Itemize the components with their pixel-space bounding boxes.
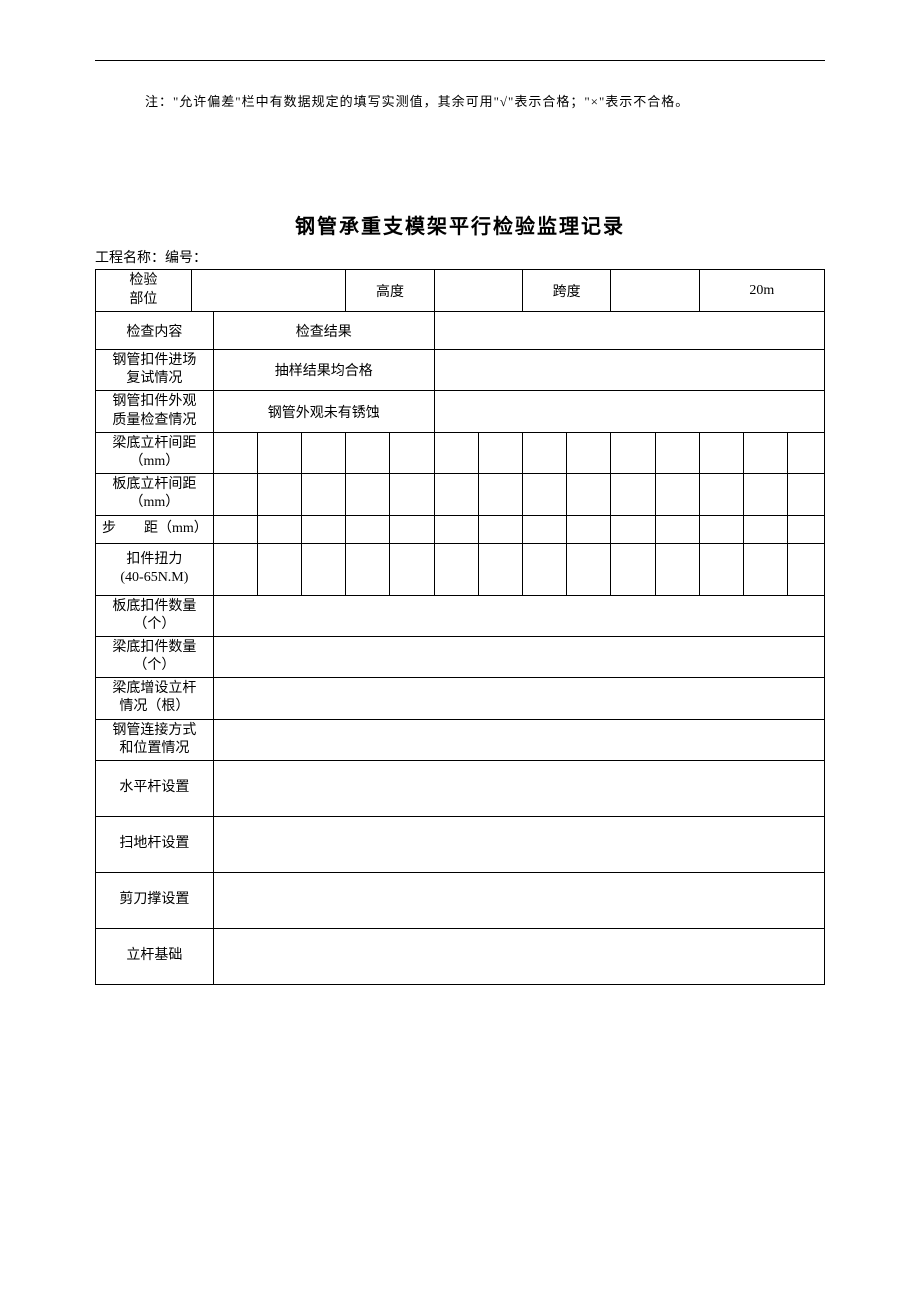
cell-row-label: 扣件扭力(40-65N.M) — [96, 543, 214, 595]
cell-span-value: 20m — [699, 270, 824, 312]
cell-row-label: 立杆基础 — [96, 929, 214, 985]
cell-row-result: 抽样结果均合格 — [213, 350, 434, 391]
cell-row-label: 步 距（mm） — [96, 515, 214, 543]
cell-data — [699, 474, 743, 515]
cell-data — [478, 432, 522, 473]
cell-data — [523, 474, 567, 515]
cell-blank — [213, 873, 824, 929]
cell-data — [346, 474, 390, 515]
cell-data — [523, 432, 567, 473]
cell-blank — [213, 761, 824, 817]
cell-row-label: 板底立杆间距（mm） — [96, 474, 214, 515]
cell-data — [390, 515, 434, 543]
cell-data — [434, 432, 478, 473]
cell-data — [611, 432, 655, 473]
cell-row-label: 梁底扣件数量（个） — [96, 636, 214, 677]
cell-data — [611, 515, 655, 543]
cell-row-label: 钢管连接方式和位置情况 — [96, 719, 214, 760]
cell-data — [434, 543, 478, 595]
cell-data — [523, 543, 567, 595]
cell-blank — [213, 719, 824, 760]
cell-row-label: 剪刀撑设置 — [96, 873, 214, 929]
cell-blank — [434, 350, 824, 391]
cell-data — [743, 515, 787, 543]
cell-row-label: 扫地杆设置 — [96, 817, 214, 873]
cell-data — [788, 515, 825, 543]
cell-data — [611, 543, 655, 595]
cell-blank — [213, 595, 824, 636]
cell-blank — [213, 636, 824, 677]
cell-blank — [611, 270, 699, 312]
cell-check-result-label: 检查结果 — [213, 312, 434, 350]
cell-data — [257, 515, 301, 543]
cell-data — [788, 543, 825, 595]
cell-data — [611, 474, 655, 515]
cell-data — [567, 432, 611, 473]
cell-check-content-label: 检查内容 — [96, 312, 214, 350]
document-title: 钢管承重支模架平行检验监理记录 — [95, 210, 825, 239]
cell-data — [788, 432, 825, 473]
cell-data — [390, 474, 434, 515]
cell-blank — [213, 678, 824, 719]
cell-data — [302, 515, 346, 543]
cell-data — [257, 474, 301, 515]
cell-data — [346, 515, 390, 543]
cell-data — [346, 432, 390, 473]
cell-data — [302, 474, 346, 515]
cell-data — [788, 474, 825, 515]
inspection-table: 检验部位 高度 跨度 20m 检查内容 检查结果 钢管扣件进场复试情况 抽样结果… — [95, 269, 825, 985]
cell-data — [346, 543, 390, 595]
cell-blank — [434, 391, 824, 432]
cell-data — [567, 515, 611, 543]
cell-data — [213, 515, 257, 543]
cell-data — [655, 474, 699, 515]
cell-data — [302, 543, 346, 595]
cell-blank — [213, 817, 824, 873]
cell-data — [655, 543, 699, 595]
cell-data — [390, 543, 434, 595]
cell-inspection-location: 检验部位 — [96, 270, 192, 312]
cell-row-label: 水平杆设置 — [96, 761, 214, 817]
cell-height-value — [434, 270, 522, 312]
cell-data — [434, 474, 478, 515]
cell-row-label: 钢管扣件进场复试情况 — [96, 350, 214, 391]
cell-row-label: 板底扣件数量（个） — [96, 595, 214, 636]
cell-row-label: 钢管扣件外观质量检查情况 — [96, 391, 214, 432]
cell-data — [699, 432, 743, 473]
cell-blank — [191, 270, 346, 312]
cell-data — [567, 474, 611, 515]
cell-data — [257, 543, 301, 595]
cell-data — [478, 543, 522, 595]
cell-data — [478, 474, 522, 515]
cell-data — [434, 515, 478, 543]
note-text: 注："允许偏差"栏中有数据规定的填写实测值，其余可用"√"表示合格；"×"表示不… — [95, 91, 825, 110]
cell-data — [699, 515, 743, 543]
cell-blank — [213, 929, 824, 985]
cell-data — [213, 432, 257, 473]
cell-data — [478, 515, 522, 543]
cell-data — [390, 432, 434, 473]
cell-data — [655, 432, 699, 473]
cell-row-label: 梁底立杆间距（mm） — [96, 432, 214, 473]
cell-data — [743, 474, 787, 515]
cell-data — [699, 543, 743, 595]
page-divider — [95, 60, 825, 61]
cell-data — [655, 515, 699, 543]
document-subtitle: 工程名称：编号： — [95, 247, 825, 267]
cell-data — [523, 515, 567, 543]
cell-span-label: 跨度 — [523, 270, 611, 312]
cell-data — [743, 432, 787, 473]
cell-height-label: 高度 — [346, 270, 434, 312]
cell-data — [743, 543, 787, 595]
cell-data — [257, 432, 301, 473]
cell-data — [302, 432, 346, 473]
cell-row-result: 钢管外观未有锈蚀 — [213, 391, 434, 432]
cell-data — [213, 474, 257, 515]
cell-row-label: 梁底增设立杆情况（根） — [96, 678, 214, 719]
cell-data — [213, 543, 257, 595]
cell-blank — [434, 312, 824, 350]
cell-data — [567, 543, 611, 595]
